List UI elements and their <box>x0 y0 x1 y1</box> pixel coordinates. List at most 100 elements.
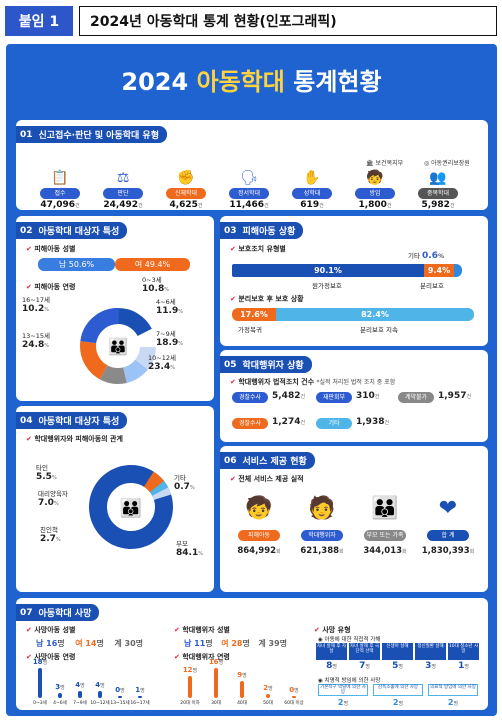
infographic-poster: 2024 아동학대 통계현황 01 신고접수·판단 및 아동학대 유형 🏛 보건복… <box>6 44 497 716</box>
death-age-label: 30대 <box>211 701 221 706</box>
death-age-value: 1명 <box>132 686 148 694</box>
age-subtitle: 피해아동 연령 <box>26 282 75 292</box>
death-age-value: 9명 <box>234 671 250 679</box>
relation-label: 친인척 2.7% <box>40 524 61 544</box>
abuse-type-unit: 명 <box>332 664 337 670</box>
age-label: 10~12세 23.4% <box>148 352 176 372</box>
age-label: 13~15세 24.8% <box>22 330 50 350</box>
abuse-type-value: 5명 <box>382 661 413 671</box>
type-label: 성학대 <box>292 188 332 199</box>
abuse-type-label: 자녀 살해 후 자살 <box>316 643 347 660</box>
death-age-bar <box>58 693 62 698</box>
type-value: 1,800건 <box>349 200 401 210</box>
relation-donut: 👪 <box>89 465 173 549</box>
death-age-value: 4명 <box>92 681 108 689</box>
abuse-type-label: 정신질환 살해 <box>415 643 446 660</box>
abuse-type-number: 3 <box>425 661 432 671</box>
death-age-number: 2 <box>263 684 269 693</box>
death-age-value: 0명 <box>112 686 128 694</box>
relation-name: 친인척 <box>40 526 58 534</box>
relation-value: 5.5 <box>36 472 52 482</box>
abuse-type-label: 신생아 살해 <box>382 643 413 660</box>
age-unit: % <box>164 287 169 293</box>
relation-value: 7.0 <box>38 498 54 508</box>
death-age-bar <box>266 694 270 698</box>
type-value: 24,492건 <box>97 200 149 210</box>
relation-label: 기타 0.7% <box>174 472 195 492</box>
type-value-number: 47,096 <box>40 200 76 210</box>
relation-value: 2.7 <box>40 534 56 544</box>
service-label: 학대행위자 <box>301 530 343 541</box>
service-value: 621,388회 <box>289 546 355 556</box>
relation-name: 기타 <box>174 474 186 482</box>
relation-unit: % <box>55 537 61 543</box>
relation-unit: % <box>53 501 59 507</box>
relation-subtitle: 학대행위자와 피해아동의 관계 <box>26 434 123 444</box>
neglect-title: ◉ 치명적 방임에 의한 사망 <box>318 678 381 684</box>
service-value: 1,830,393회 <box>415 546 481 556</box>
service-label: 피해아동 <box>238 530 280 541</box>
separation-label: 분리보호 <box>420 282 444 290</box>
death-age-number: 16 <box>208 658 219 666</box>
death-age-number: 0 <box>289 686 295 694</box>
abuse-type-label: 자녀 살해 후 극단적 선택 <box>349 643 380 660</box>
title-year: 2024 <box>121 68 189 96</box>
age-value: 11.9 <box>156 306 179 316</box>
type-value: 4,625건 <box>160 200 212 210</box>
legal-label: 기타 <box>316 418 352 429</box>
title-rest: 통계현황 <box>293 68 382 96</box>
death-age-unit: 명 <box>60 685 65 691</box>
death-age-number: 1 <box>135 686 141 694</box>
legal-value: 5,482건 <box>272 391 305 401</box>
neglect-type-label: 의료적 방임에 의한 사망 <box>428 684 478 696</box>
death-age-bar <box>188 675 192 698</box>
abuse-type-value: 1명 <box>448 661 479 671</box>
age-value: 10.8 <box>142 284 165 294</box>
type-label: 접수 <box>40 188 80 199</box>
child-gender-values: 남 16명 여 14명 계 30명 <box>36 639 144 648</box>
death-age-unit: 명 <box>100 683 105 690</box>
abuser-gender-subtitle: 학대행위자 성별 <box>174 625 230 635</box>
neglect-type-value: 2명 <box>318 698 368 707</box>
male-bar: 남 50.6% <box>38 258 115 271</box>
age-unit: % <box>178 309 183 315</box>
death-age-bar <box>138 696 142 698</box>
abuse-type-label: 10대 청소년 사망 <box>448 643 479 660</box>
legal-value: 1,274건 <box>272 417 305 427</box>
death-age-label: 10~12세 <box>90 701 110 706</box>
neglect-type-unit: 명 <box>453 701 459 707</box>
legal-value: 1,938건 <box>356 417 389 427</box>
legal-number: 1,274 <box>272 417 301 427</box>
age-value: 24.8 <box>22 340 45 350</box>
adult-icon: 🧑 <box>308 496 336 521</box>
death-age-bar <box>98 691 102 698</box>
relation-label: 대리양육자 7.0% <box>38 488 68 508</box>
abuse-type-unit: 명 <box>398 664 403 670</box>
age-donut: 👪 <box>80 308 156 384</box>
document-title: 2024년 아동학대 통계 현황(인포그래픽) <box>79 6 497 36</box>
death-age-number: 9 <box>237 671 243 680</box>
abuse-type-unit: 명 <box>365 664 370 670</box>
hand-icon: ✋ <box>303 170 321 186</box>
section-02-header: 02 아동학대 대상자 특성 <box>16 222 128 239</box>
death-age-label: 0~3세 <box>33 701 47 706</box>
service-number: 621,388 <box>300 546 340 556</box>
age-name: 7~9세 <box>156 330 176 338</box>
protect-subtitle: 보호조치 유형별 <box>230 244 286 254</box>
age-value: 10.2 <box>22 304 45 314</box>
death-age-label: 40대 <box>237 701 247 706</box>
death-age-number: 4 <box>95 681 101 690</box>
relation-name: 타인 <box>36 464 48 472</box>
after-subtitle: 분리보호 후 보호 상황 <box>230 294 303 304</box>
child-age-subtitle: 사망아동 연령 <box>26 652 75 662</box>
legal-unit: 건 <box>300 394 306 400</box>
legal-number: 1,957 <box>438 391 467 401</box>
alone-child-icon: 🧒 <box>366 170 384 186</box>
appendix-badge: 붙임 1 <box>5 6 73 36</box>
separation-bar: 9.4% <box>424 264 454 277</box>
type-value: 619건 <box>286 200 338 210</box>
death-age-bar <box>214 668 218 698</box>
